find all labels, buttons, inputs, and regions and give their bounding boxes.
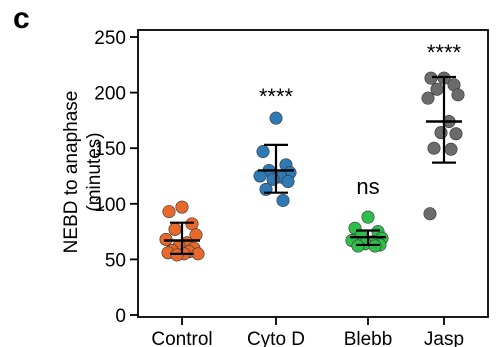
significance-label: **** [427, 40, 462, 65]
data-point [185, 217, 199, 231]
data-point [276, 193, 290, 207]
data-point [444, 142, 458, 156]
data-point [361, 210, 375, 224]
data-point [421, 91, 435, 105]
significance-labels: **** ns **** [259, 40, 462, 199]
data-point [281, 175, 295, 189]
panel-label: c [13, 2, 30, 35]
data-point [269, 111, 283, 125]
data-point [423, 207, 437, 221]
y-tick-label: 150 [94, 139, 126, 160]
y-axis-label: NEBD to anaphase (minutes) [61, 91, 105, 254]
x-ticks: Control Cyto D Blebb Jasp [151, 317, 464, 347]
y-tick-label: 50 [105, 250, 126, 271]
y-axis-title-line2: (minutes) [84, 132, 105, 211]
data-point [424, 71, 438, 85]
y-tick-label: 250 [94, 28, 126, 49]
axes [137, 29, 489, 318]
data-point [256, 145, 270, 159]
x-tick-label: Jasp [424, 329, 464, 347]
x-tick-label: Blebb [344, 329, 393, 347]
data-point [162, 205, 176, 219]
significance-label: ns [356, 174, 379, 199]
data-point [434, 126, 448, 140]
data-point [449, 127, 463, 141]
data-point [170, 248, 184, 262]
y-axis-title-line1: NEBD to anaphase [61, 91, 82, 254]
data-points [159, 71, 465, 262]
error-bars [164, 75, 462, 255]
plot-frame [137, 29, 489, 318]
data-point [368, 239, 382, 253]
data-point [430, 82, 444, 96]
data-point [175, 200, 189, 214]
data-point [451, 88, 465, 102]
x-tick-label: Control [151, 329, 212, 347]
y-tick-label: 200 [94, 84, 126, 105]
data-point [427, 141, 441, 155]
significance-label: **** [259, 84, 294, 109]
y-ticks: 0 50 100 150 200 250 [94, 28, 138, 327]
data-point [351, 239, 365, 253]
x-tick-label: Cyto D [247, 329, 305, 347]
data-point [253, 169, 267, 183]
y-tick-label: 0 [115, 306, 126, 327]
data-point [168, 222, 182, 236]
y-tick-label: 100 [94, 195, 126, 216]
